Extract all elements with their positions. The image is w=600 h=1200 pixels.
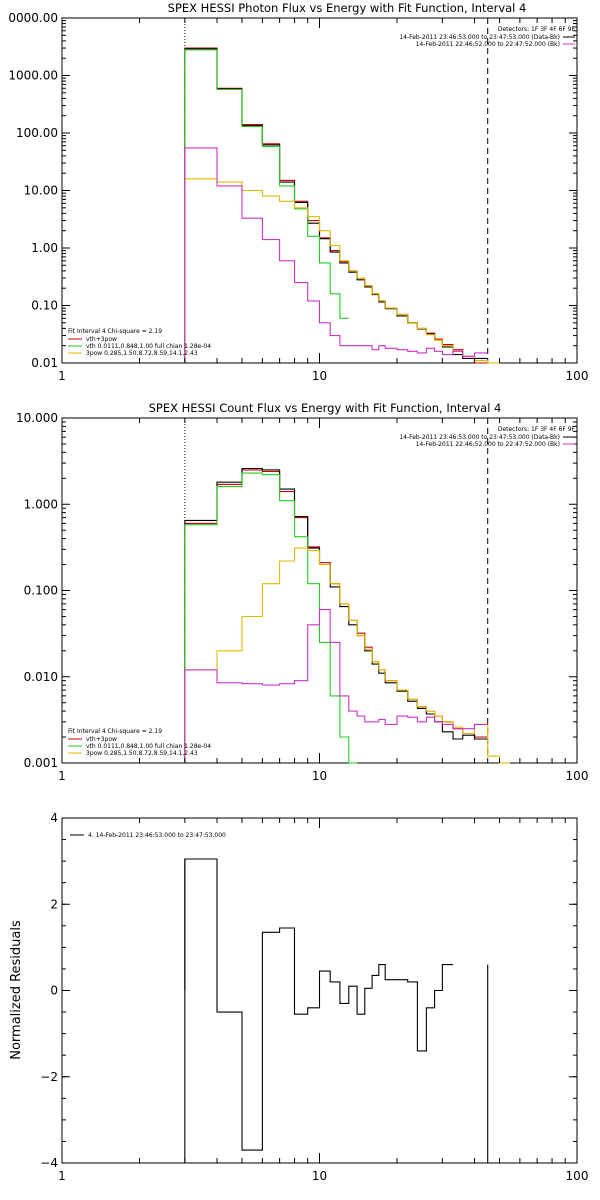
x-tick-label: 10 (312, 769, 327, 783)
series-line-vth (184, 472, 358, 764)
photon-flux-title: SPEX HESSI Photon Flux vs Energy with Fi… (168, 1, 527, 15)
photon-flux-energy-range-markers (184, 18, 489, 363)
count-flux-series (184, 467, 511, 764)
legend-entry-bk: 14-Feb-2011 22:46:52.000 to 22:47:52.000… (416, 41, 560, 48)
x-tick-label: 10 (312, 369, 327, 383)
x-tick-label: 100 (566, 1169, 589, 1183)
legend-entry-vth-3pow: vth+3pow (86, 336, 117, 343)
series-line-3pow (184, 178, 500, 364)
series-line-residuals (184, 858, 453, 1151)
legend-entry-bk: 14-Feb-2011 22:46:52.000 to 22:47:52.000… (416, 441, 560, 448)
legend-entry-vth: vth 0.0111,0.848,1.00 full chian 1.28e-0… (86, 343, 211, 350)
residuals-y-axis-label: Normalized Residuals (9, 920, 24, 1060)
series-line-3pow (184, 547, 511, 764)
legend-entry-3pow: 3pow 0.285,1.50,8.72,8.59,14.1,2.43 (86, 350, 198, 357)
photon-flux-legend-bottom: Fit Interval 4 Chi-square = 2.19 vth+3po… (68, 328, 211, 357)
photon-flux-panel: SPEX HESSI Photon Flux vs Energy with Fi… (8, 1, 588, 383)
series-line-bk (184, 609, 488, 763)
count-flux-legend-bottom: Fit Interval 4 Chi-square = 2.19 vth+3po… (68, 728, 211, 757)
residuals-series (184, 858, 489, 1163)
photon-flux-y-axis: 0000.00 1000.00 100.00 10.00 1.00 0.10 0.01 (8, 11, 577, 370)
photon-flux-x-axis: 1 10 100 (58, 18, 588, 383)
y-tick-label: 1.000 (24, 497, 58, 511)
y-tick-label: −4 (40, 1156, 58, 1170)
count-flux-energy-range-markers (184, 418, 489, 763)
legend-entry-data: 14-Feb-2011 23:46:53.000 to 23:47:53.000… (399, 434, 560, 441)
count-flux-panel: SPEX HESSI Count Flux vs Energy with Fit… (16, 401, 588, 783)
photon-flux-series (184, 47, 500, 364)
y-tick-label: 1000.00 (8, 69, 58, 83)
fit-interval-label: Fit Interval 4 Chi-square = 2.19 (68, 728, 162, 735)
series-line-bk (184, 147, 488, 363)
y-tick-label: 2 (50, 897, 58, 911)
detectors-label: Detectors: 1F 3F 4F 6F 9F (498, 426, 576, 433)
y-tick-label: 0.10 (31, 299, 58, 313)
y-tick-label: 100.00 (16, 126, 58, 140)
count-flux-y-axis: 10.000 1.000 0.100 0.010 0.001 (16, 411, 577, 770)
legend-entry-residuals: 4. 14-Feb-2011 23:46:53.000 to 23:47:53.… (88, 832, 226, 839)
detectors-label: Detectors: 1F 3F 4F 6F 9F (498, 26, 576, 33)
residuals-x-axis: 1 10 100 (58, 818, 588, 1183)
x-tick-label: 1 (58, 1169, 66, 1183)
x-tick-label: 1 (58, 369, 66, 383)
count-flux-legend-top: Detectors: 1F 3F 4F 6F 9F 14-Feb-2011 23… (399, 426, 575, 448)
y-tick-label: 0.100 (24, 584, 58, 598)
residuals-y-axis: 4 2 0 −2 −4 (40, 811, 577, 1170)
x-tick-label: 10 (312, 1169, 327, 1183)
y-tick-label: 0 (50, 984, 58, 998)
legend-entry-vth-3pow: vth+3pow (86, 736, 117, 743)
x-tick-label: 100 (566, 769, 589, 783)
residuals-legend: 4. 14-Feb-2011 23:46:53.000 to 23:47:53.… (70, 832, 226, 839)
series-line-vth (184, 49, 349, 363)
y-tick-label: 4 (50, 811, 58, 825)
fit-interval-label: Fit Interval 4 Chi-square = 2.19 (68, 328, 162, 335)
count-flux-x-axis: 1 10 100 (58, 418, 588, 783)
x-tick-label: 1 (58, 769, 66, 783)
y-tick-label: 0.001 (24, 756, 58, 770)
series-line-data (184, 48, 488, 363)
y-tick-label: 10.000 (16, 411, 58, 425)
residuals-panel: 4 2 0 −2 −4 1 10 100 Normalized Residuals 4. 1… (9, 811, 588, 1183)
count-flux-title: SPEX HESSI Count Flux vs Energy with Fit… (149, 401, 502, 415)
x-tick-label: 100 (566, 369, 589, 383)
y-tick-label: 10.00 (24, 184, 58, 198)
legend-entry-3pow: 3pow 0.285,1.50,8.72,8.59,14.1,2.43 (86, 750, 198, 757)
y-tick-label: 0000.00 (8, 11, 58, 25)
y-tick-label: 0.010 (24, 670, 58, 684)
y-tick-label: 0.01 (31, 356, 58, 370)
legend-entry-vth: vth 0.0111,0.848,1.00 full chian 1.28e-0… (86, 743, 211, 750)
y-tick-label: −2 (40, 1070, 58, 1084)
legend-entry-data: 14-Feb-2011 23:46:53.000 to 23:47:53.000… (399, 34, 560, 41)
y-tick-label: 1.00 (31, 241, 58, 255)
photon-flux-legend-top: Detectors: 1F 3F 4F 6F 9F 14-Feb-2011 23… (399, 26, 575, 48)
series-line-vth-3pow (184, 47, 488, 364)
